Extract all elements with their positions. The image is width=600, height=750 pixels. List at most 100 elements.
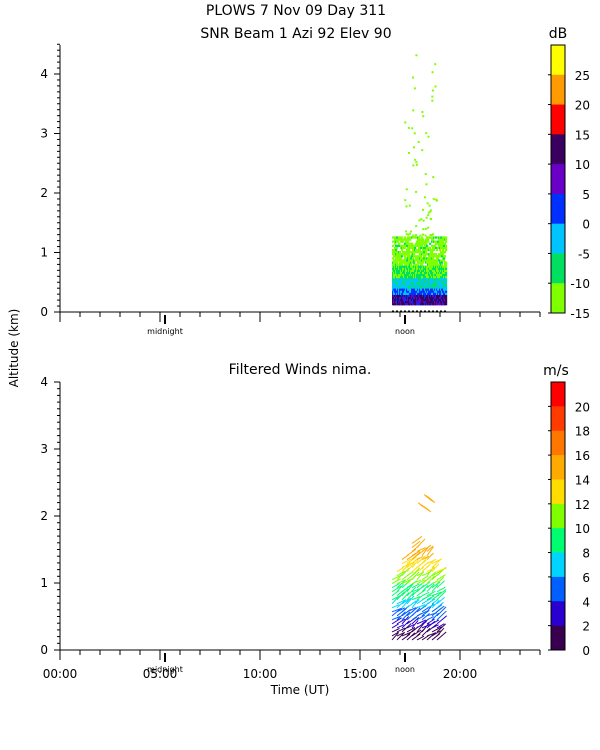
- wind-barb: [426, 618, 435, 625]
- wind-barb: [396, 624, 404, 629]
- wind-barb: [426, 598, 436, 605]
- colorbar-label: 6: [582, 571, 590, 585]
- snr-cell: [401, 255, 404, 258]
- top-snr-heatmap: [392, 54, 448, 312]
- colorbar-swatch: [551, 430, 565, 456]
- colorbar-label: 15: [575, 128, 590, 142]
- snr-cell: [415, 225, 418, 228]
- wind-barb: [431, 558, 442, 565]
- snr-cell: [401, 236, 404, 239]
- wind-barb: [416, 604, 426, 609]
- wind-barb: [431, 626, 443, 633]
- snr-cell: [442, 238, 445, 241]
- snr-cell: [432, 233, 435, 236]
- snr-cell: [405, 263, 408, 266]
- wind-barb: [411, 551, 421, 560]
- snr-cell: [413, 87, 416, 90]
- wind-barb: [436, 606, 447, 617]
- top-chart-title: SNR Beam 1 Azi 92 Elev 90: [200, 26, 391, 42]
- snr-cell: [397, 259, 400, 262]
- wind-barb: [426, 545, 434, 552]
- wind-barb: [411, 629, 422, 637]
- bottom-colorbar-unit: m/s: [543, 363, 569, 379]
- wind-barb: [416, 571, 424, 577]
- colorbar-label: 16: [575, 449, 590, 463]
- wind-barb: [426, 575, 436, 585]
- snr-cell: [439, 248, 442, 252]
- snr-cell: [435, 236, 438, 239]
- wind-barb: [391, 607, 403, 613]
- wind-barb: [391, 617, 402, 625]
- snr-cell: [412, 257, 415, 260]
- wind-barb: [436, 605, 445, 613]
- snr-cell: [425, 216, 428, 219]
- colorbar-label: 10: [575, 522, 590, 536]
- snr-cell: [445, 282, 448, 285]
- snr-cell: [445, 273, 448, 277]
- snr-cell: [440, 259, 443, 262]
- wind-barb: [411, 599, 420, 605]
- snr-cell: [411, 76, 414, 79]
- snr-cell: [427, 214, 430, 217]
- wind-barb: [426, 546, 434, 556]
- wind-barb: [396, 607, 406, 613]
- snr-cell: [392, 253, 395, 256]
- snr-cell: [427, 261, 430, 264]
- snr-cell: [427, 238, 430, 241]
- snr-cell: [420, 246, 423, 250]
- snr-cell: [445, 290, 448, 293]
- snr-cell: [404, 251, 407, 254]
- snr-cell: [425, 238, 428, 241]
- snr-cell: [404, 121, 407, 124]
- wind-barb: [401, 623, 412, 633]
- snr-cell: [412, 164, 415, 167]
- wind-barb: [396, 618, 406, 625]
- snr-cell: [408, 232, 411, 235]
- snr-cell: [439, 261, 442, 264]
- snr-cell: [414, 246, 417, 250]
- wind-barb: [406, 586, 417, 597]
- snr-cell: [439, 240, 442, 243]
- wind-barb: [401, 592, 410, 601]
- snr-cell: [432, 257, 435, 260]
- colorbar-label: 20: [575, 99, 590, 113]
- snr-cell: [396, 236, 399, 239]
- colorbar-swatch: [551, 45, 565, 76]
- wind-barb: [421, 623, 432, 629]
- snr-cell: [415, 244, 418, 247]
- y-tick-label: 3: [40, 442, 48, 456]
- snr-cell: [443, 244, 446, 247]
- snr-cell: [407, 152, 410, 155]
- wind-barb: [431, 612, 440, 621]
- snr-cell: [409, 238, 412, 241]
- y-tick-label: 1: [40, 576, 48, 590]
- wind-barb: [416, 559, 427, 568]
- wind-barb: [406, 628, 416, 637]
- wind-barb: [401, 611, 411, 621]
- snr-cell: [417, 240, 420, 243]
- snr-cell: [421, 263, 424, 266]
- snr-cell: [445, 296, 448, 300]
- wind-barb: [421, 544, 432, 552]
- snr-cell: [406, 242, 409, 245]
- snr-cell: [432, 253, 435, 256]
- wind-barb: [436, 586, 446, 593]
- colorbar-label: -10: [570, 277, 590, 291]
- snr-cell: [422, 219, 425, 222]
- wind-barb: [416, 579, 426, 585]
- wind-barb: [406, 571, 414, 577]
- snr-cell: [424, 255, 427, 258]
- snr-cell: [396, 261, 399, 264]
- wind-barb: [416, 584, 425, 593]
- snr-cell: [402, 238, 405, 241]
- snr-cell: [420, 255, 423, 258]
- wind-barb: [431, 624, 439, 629]
- wind-barb: [411, 583, 420, 589]
- colorbar-label: -15: [570, 307, 590, 321]
- snr-cell: [410, 230, 413, 233]
- wind-barb: [396, 611, 406, 621]
- wind-barb: [421, 591, 430, 597]
- snr-cell: [425, 132, 428, 135]
- wind-barb: [396, 567, 404, 573]
- snr-cell: [438, 253, 441, 256]
